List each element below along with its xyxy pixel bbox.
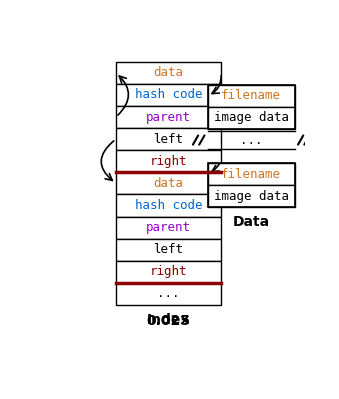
Bar: [116, 239, 221, 261]
Text: parent: parent: [146, 111, 191, 124]
Bar: [116, 261, 221, 283]
Bar: [208, 85, 295, 107]
Bar: [208, 107, 295, 129]
Bar: [116, 128, 221, 150]
Text: filename: filename: [221, 89, 281, 102]
Bar: [116, 172, 221, 194]
Text: right: right: [150, 265, 187, 279]
Text: left: left: [154, 132, 183, 146]
Text: image data: image data: [214, 111, 289, 124]
Text: Index: Index: [147, 313, 190, 327]
Text: hash code: hash code: [135, 89, 202, 101]
Bar: [116, 194, 221, 217]
Bar: [116, 217, 221, 239]
Text: image data: image data: [214, 190, 289, 203]
Text: data: data: [154, 177, 183, 190]
Bar: [116, 62, 221, 84]
Text: Data: Data: [233, 215, 270, 229]
Text: 0.025: 0.025: [146, 314, 191, 328]
Bar: [208, 163, 295, 207]
Bar: [116, 106, 221, 128]
Bar: [208, 85, 295, 129]
Text: filename: filename: [221, 168, 281, 181]
Text: left: left: [154, 243, 183, 256]
Text: ...: ...: [157, 287, 180, 300]
Bar: [116, 84, 221, 106]
Text: ...: ...: [240, 134, 262, 146]
Text: hash code: hash code: [135, 199, 202, 212]
Bar: [208, 163, 295, 185]
Bar: [116, 283, 221, 305]
Text: right: right: [150, 155, 187, 168]
Bar: [116, 150, 221, 172]
Bar: [208, 185, 295, 207]
Text: data: data: [154, 66, 183, 79]
Text: parent: parent: [146, 221, 191, 234]
